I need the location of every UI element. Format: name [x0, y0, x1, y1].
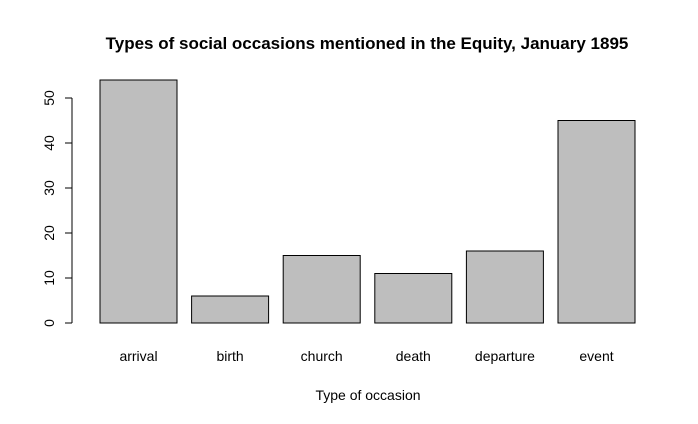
x-tick-label-death: death — [396, 348, 431, 364]
chart-title: Types of social occasions mentioned in t… — [106, 34, 629, 53]
y-tick-label-0: 0 — [41, 319, 57, 327]
x-tick-label-birth: birth — [216, 348, 243, 364]
bar-death — [374, 273, 453, 324]
x-axis-labels: arrival birth church death departure event — [119, 348, 613, 364]
bar-event — [557, 120, 636, 324]
bar-departure — [465, 250, 544, 324]
bar-arrival — [99, 79, 178, 324]
y-tick-label-50: 50 — [41, 90, 57, 106]
x-tick-label-church: church — [301, 348, 343, 364]
x-axis-title: Type of occasion — [315, 387, 420, 403]
bars-group — [99, 79, 636, 324]
y-tick-label-10: 10 — [41, 270, 57, 286]
y-tick-label-20: 20 — [41, 225, 57, 241]
x-tick-label-arrival: arrival — [119, 348, 157, 364]
y-tick-label-30: 30 — [41, 180, 57, 196]
bar-church — [282, 255, 361, 324]
x-tick-label-event: event — [579, 348, 613, 364]
bar-birth — [191, 295, 270, 324]
y-axis: 0 10 20 30 40 50 — [41, 90, 73, 327]
y-tick-label-40: 40 — [41, 135, 57, 151]
x-tick-label-departure: departure — [475, 348, 535, 364]
